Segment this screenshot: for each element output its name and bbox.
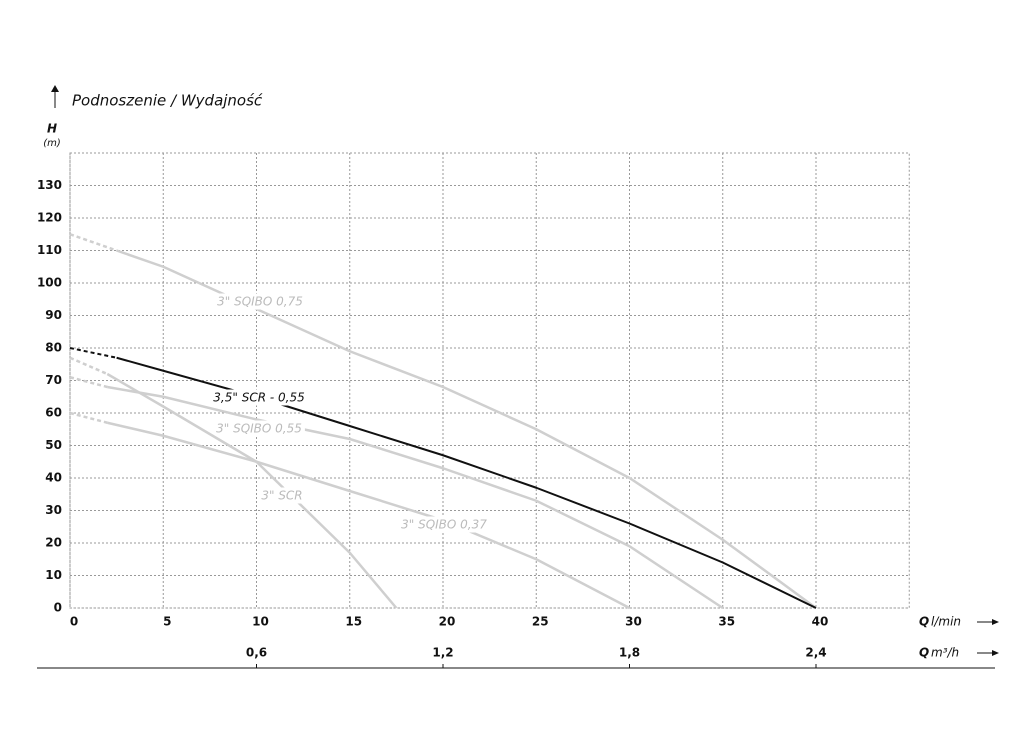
x2-tick-label: 1,8: [619, 646, 640, 660]
x2-unit: m³/h: [931, 646, 959, 660]
y-label: H: [47, 122, 57, 136]
y-tick-label: 130: [37, 178, 62, 192]
series-label: 3" SQIBO 0,55: [216, 422, 302, 436]
y-tick-label: 40: [45, 471, 62, 485]
x2-tick-label: 2,4: [805, 646, 826, 660]
arrow-head: [51, 85, 59, 92]
label-bg: [214, 293, 306, 310]
arrow-head: [992, 650, 999, 656]
x-tick-label: 35: [718, 615, 735, 629]
x-tick-label: 25: [532, 615, 549, 629]
x-tick-label: 40: [812, 615, 829, 629]
y-tick-label: 70: [45, 373, 62, 387]
series-line: [116, 356, 817, 609]
series-line: [116, 249, 817, 610]
x2-label: Q: [919, 646, 929, 660]
label-bg: [210, 389, 308, 406]
y-unit: (m): [43, 138, 61, 149]
series-lead: [69, 376, 108, 389]
series-lead: [69, 411, 108, 424]
series-lead: [69, 233, 118, 252]
arrow-head: [992, 619, 999, 625]
y-tick-label: 60: [45, 406, 62, 420]
series-label: 3,5" SCR - 0,55: [213, 391, 304, 405]
y-tick-label: 10: [45, 568, 62, 582]
label-bg: [213, 420, 305, 437]
y-tick-label: 0: [54, 601, 62, 615]
series-label: 3" SCR: [261, 489, 302, 503]
y-tick-label: 100: [37, 276, 62, 290]
x-tick-label: 15: [345, 615, 362, 629]
label-bg: [258, 487, 306, 504]
y-tick-label: 110: [37, 243, 62, 257]
x-unit: l/min: [931, 615, 961, 629]
x-tick-label: 10: [252, 615, 269, 629]
series-label: 3" SQIBO 0,75: [217, 295, 303, 309]
y-tick-label: 50: [45, 438, 62, 452]
grid: [69, 152, 910, 609]
y-tick-label: 90: [45, 308, 62, 322]
x-tick-label: 5: [163, 615, 171, 629]
x-tick-label: 0: [70, 615, 78, 629]
y-tick-label: 80: [45, 341, 62, 355]
x2-tick-label: 0,6: [246, 646, 267, 660]
x-tick-label: 20: [439, 615, 456, 629]
series-lead: [69, 356, 108, 376]
x-tick-label: 30: [625, 615, 642, 629]
y-tick-label: 30: [45, 503, 62, 517]
series-line: [107, 385, 724, 610]
x-label: Q: [919, 615, 929, 629]
chart-title: Podnoszenie / Wydajność: [72, 92, 263, 110]
series-label: 3" SQIBO 0,37: [401, 518, 487, 532]
y-tick-label: 20: [45, 536, 62, 550]
series-line: [107, 421, 631, 610]
x2-tick-label: 1,2: [432, 646, 453, 660]
series-lead: [69, 347, 117, 359]
y-tick-label: 120: [37, 211, 62, 225]
label-bg: [398, 516, 491, 533]
